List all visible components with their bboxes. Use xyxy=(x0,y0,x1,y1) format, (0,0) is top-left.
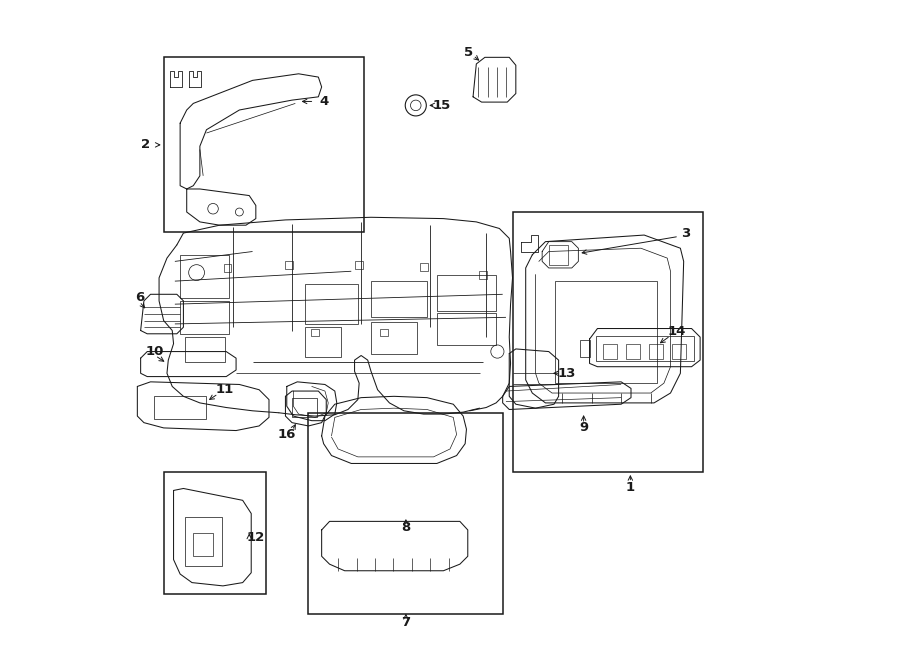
Bar xyxy=(371,322,417,354)
Text: 11: 11 xyxy=(216,383,234,396)
Text: 10: 10 xyxy=(146,345,165,358)
Bar xyxy=(649,344,663,359)
Bar xyxy=(223,264,231,272)
Bar xyxy=(603,344,617,359)
Bar xyxy=(194,533,213,557)
Text: 1: 1 xyxy=(626,481,634,494)
Text: 4: 4 xyxy=(319,95,328,108)
Text: 6: 6 xyxy=(135,291,144,304)
Bar xyxy=(180,254,230,297)
Bar xyxy=(154,397,206,419)
Text: 9: 9 xyxy=(579,422,589,434)
Text: 2: 2 xyxy=(141,138,150,151)
Text: 12: 12 xyxy=(247,531,265,545)
Text: 5: 5 xyxy=(464,46,473,59)
Bar xyxy=(436,313,496,345)
Bar xyxy=(371,281,427,317)
Bar xyxy=(419,263,428,271)
Bar xyxy=(305,284,358,324)
Text: 15: 15 xyxy=(433,99,451,112)
Bar xyxy=(164,58,364,232)
Bar xyxy=(309,412,503,613)
Bar xyxy=(292,398,317,417)
Bar xyxy=(311,329,319,336)
Bar xyxy=(512,212,704,472)
Bar xyxy=(180,301,230,334)
Bar xyxy=(356,260,363,268)
Bar xyxy=(596,336,694,362)
Bar xyxy=(626,344,640,359)
Text: 13: 13 xyxy=(558,367,576,380)
Bar xyxy=(380,329,388,336)
Bar xyxy=(479,270,487,278)
Bar xyxy=(305,327,341,357)
Bar xyxy=(284,260,292,268)
Text: 14: 14 xyxy=(668,325,687,338)
Text: 7: 7 xyxy=(401,615,410,629)
Bar xyxy=(549,245,569,264)
Bar xyxy=(185,517,221,566)
Bar xyxy=(164,472,266,594)
Bar xyxy=(580,340,590,357)
Bar xyxy=(555,281,657,383)
Text: 3: 3 xyxy=(681,227,690,239)
Text: 16: 16 xyxy=(277,428,296,441)
Text: 8: 8 xyxy=(401,522,410,535)
Bar xyxy=(671,344,687,359)
Bar xyxy=(185,337,225,362)
Bar xyxy=(436,274,496,311)
